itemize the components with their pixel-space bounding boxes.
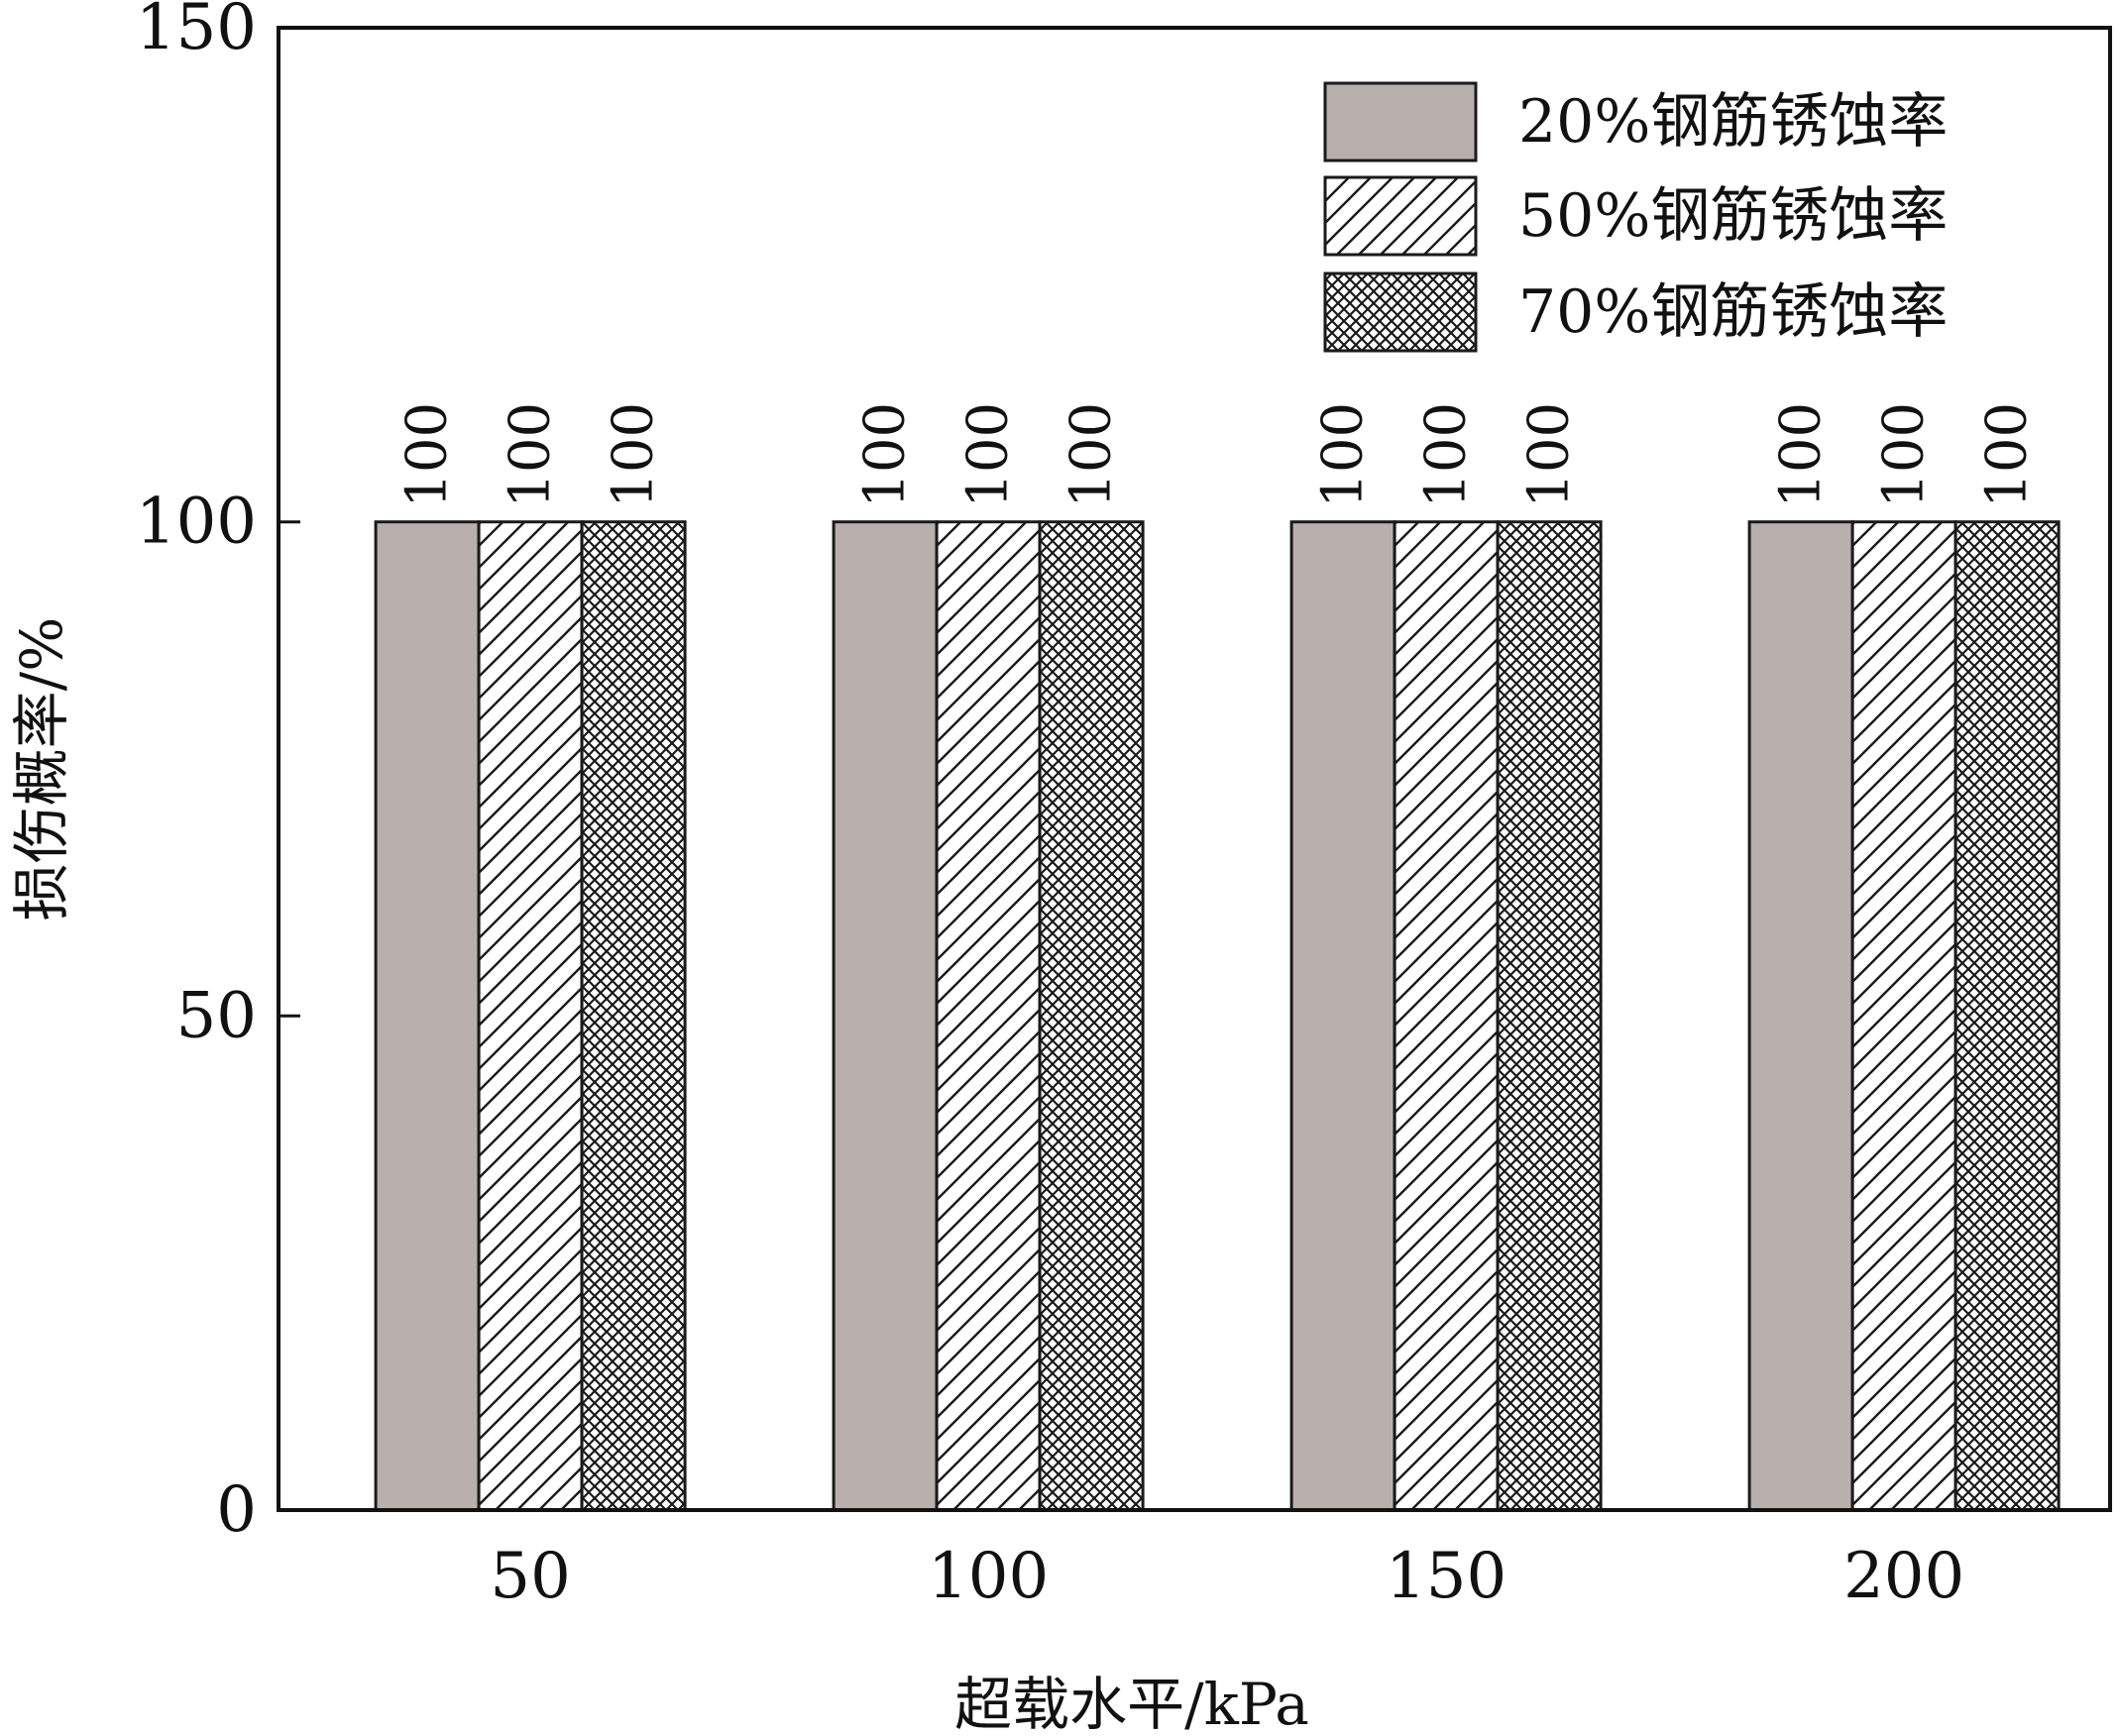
data-label-100-series-3: 100 — [1060, 402, 1124, 508]
x-tick-label-200: 200 — [1843, 1540, 1964, 1613]
y-axis: 0 50 100 150 — [136, 0, 300, 1547]
bar-200-series-3 — [1953, 520, 2061, 1512]
data-label-50-series-2: 100 — [499, 402, 563, 508]
bar-200-series-1 — [1747, 520, 1854, 1512]
bar-100-series-1 — [832, 520, 939, 1512]
x-tick-label-50: 50 — [490, 1540, 570, 1613]
y-tick-label-100: 100 — [136, 486, 257, 559]
bar-100-series-3 — [1038, 520, 1145, 1512]
data-label-150-series-2: 100 — [1414, 402, 1479, 508]
legend-label-3: 70%钢筋锈蚀率 — [1518, 277, 1948, 347]
y-tick-label-150: 150 — [136, 0, 257, 64]
data-label-200-series-2: 100 — [1872, 402, 1937, 508]
y-tick-label-50: 50 — [176, 979, 257, 1052]
x-axis-title: 超载水平/kPa — [954, 1671, 1309, 1736]
x-axis: 50 100 150 200 — [490, 1540, 1964, 1613]
bar-200-series-2 — [1850, 520, 1957, 1512]
plot-area-frame — [277, 26, 2112, 1512]
data-label-group: 100 100 100 100 100 100 100 100 100 100 100 100 — [395, 402, 2040, 508]
legend: 20%钢筋锈蚀率 50%钢筋锈蚀率 70%钢筋锈蚀率 — [1323, 81, 1948, 353]
data-label-200-series-3: 100 — [1975, 402, 2040, 508]
y-axis-title: 损伤概率/% — [8, 617, 75, 922]
legend-swatch-3 — [1323, 271, 1478, 353]
bar-100-series-2 — [935, 520, 1042, 1512]
bar-150-series-1 — [1289, 520, 1396, 1512]
legend-label-2: 50%钢筋锈蚀率 — [1518, 181, 1948, 251]
legend-swatch-1 — [1323, 81, 1478, 163]
data-label-200-series-1: 100 — [1769, 402, 1834, 508]
legend-swatch-2 — [1323, 175, 1478, 257]
x-tick-label-150: 150 — [1386, 1540, 1506, 1613]
bar-50-series-2 — [477, 520, 584, 1512]
bar-50-series-1 — [374, 520, 481, 1512]
data-label-150-series-3: 100 — [1517, 402, 1582, 508]
bar-50-series-3 — [580, 520, 687, 1512]
x-tick-label-100: 100 — [928, 1540, 1049, 1613]
bar-150-series-2 — [1393, 520, 1500, 1512]
bar-150-series-3 — [1496, 520, 1603, 1512]
y-tick-label-0: 0 — [216, 1473, 257, 1547]
data-label-50-series-1: 100 — [395, 402, 460, 508]
data-label-100-series-1: 100 — [853, 402, 918, 508]
data-label-50-series-3: 100 — [602, 402, 666, 508]
legend-label-1: 20%钢筋锈蚀率 — [1518, 87, 1948, 157]
data-label-100-series-2: 100 — [956, 402, 1021, 508]
bar-group — [374, 520, 2061, 1512]
data-label-150-series-1: 100 — [1311, 402, 1376, 508]
